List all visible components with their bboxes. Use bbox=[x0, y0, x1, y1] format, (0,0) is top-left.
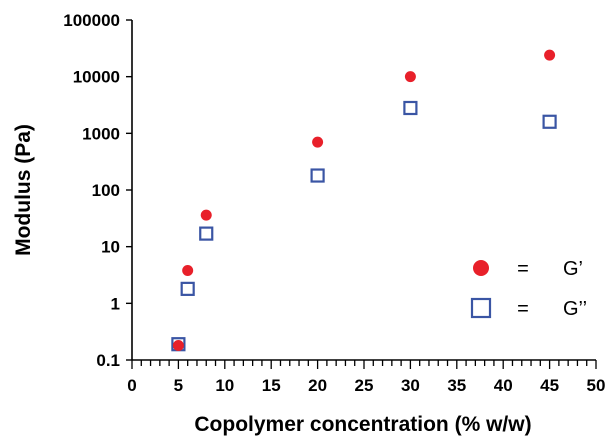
g-double-prime-point bbox=[542, 114, 557, 129]
legend-g-prime-label: G’ bbox=[563, 258, 583, 280]
g-double-prime-point bbox=[199, 226, 214, 241]
g-prime-point bbox=[172, 340, 184, 352]
y-tick-label: 100 bbox=[92, 181, 120, 200]
legend-g-prime-marker bbox=[473, 260, 489, 276]
g-prime-point bbox=[200, 209, 212, 221]
x-tick-label: 0 bbox=[127, 376, 136, 395]
legend-g-double-prime-equals: = bbox=[517, 298, 529, 320]
x-tick-label: 15 bbox=[262, 376, 281, 395]
x-tick-labels: 0 5 10 15 20 25 30 35 40 45 50 bbox=[127, 376, 605, 395]
data-points bbox=[171, 49, 557, 352]
g-double-prime-point bbox=[403, 100, 418, 116]
x-tick-label: 20 bbox=[308, 376, 327, 395]
y-tick-label: 1000 bbox=[82, 124, 120, 143]
y-tick-label: 100000 bbox=[63, 11, 120, 30]
y-tick-label: 10000 bbox=[73, 68, 120, 87]
x-tick-label: 10 bbox=[215, 376, 234, 395]
x-tick-label: 50 bbox=[587, 376, 606, 395]
y-tick-label: 0.1 bbox=[96, 351, 120, 370]
x-tick-label: 25 bbox=[355, 376, 374, 395]
x-tick-label: 35 bbox=[447, 376, 466, 395]
y-tick-label: 10 bbox=[101, 238, 120, 257]
legend-g-double-prime-marker bbox=[470, 297, 492, 319]
x-tick-label: 5 bbox=[174, 376, 183, 395]
x-tick-label: 40 bbox=[494, 376, 513, 395]
y-tick-marks bbox=[126, 19, 132, 361]
x-tick-marks bbox=[131, 360, 597, 369]
g-prime-point bbox=[312, 136, 324, 148]
g-double-prime-point bbox=[180, 281, 195, 296]
legend-g-double-prime-label: G’’ bbox=[563, 298, 587, 320]
x-axis-title: Copolymer concentration (% w/w) bbox=[194, 413, 531, 436]
x-tick-label: 45 bbox=[540, 376, 559, 395]
legend: = G’ = G’’ bbox=[470, 258, 587, 320]
g-prime-point bbox=[404, 71, 416, 83]
g-prime-point bbox=[182, 264, 194, 276]
g-double-prime-point bbox=[310, 168, 325, 183]
legend-g-prime-equals: = bbox=[517, 258, 529, 280]
y-tick-labels: 0.1 1 10 100 1000 10000 100000 bbox=[63, 11, 120, 370]
x-tick-label: 30 bbox=[401, 376, 420, 395]
y-tick-label: 1 bbox=[111, 294, 120, 313]
y-axis-title: Modulus (Pa) bbox=[12, 124, 35, 256]
g-prime-point bbox=[544, 49, 556, 61]
